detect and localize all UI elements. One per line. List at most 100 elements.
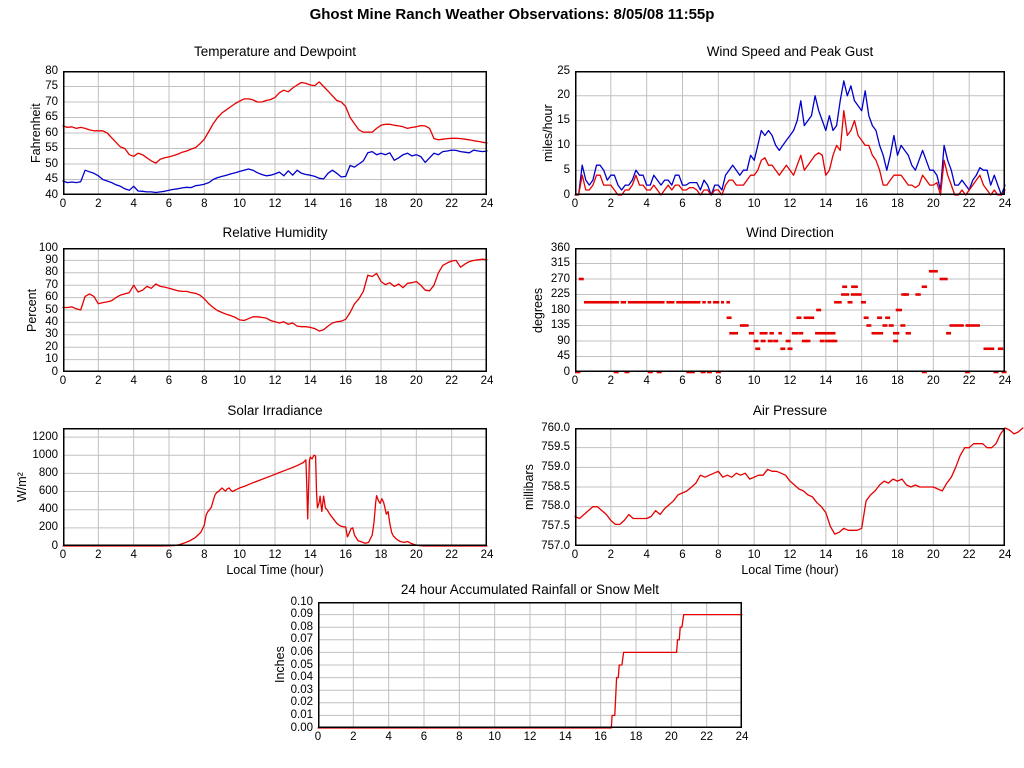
x-tick-label: 12 <box>783 198 797 210</box>
x-tick-label: 20 <box>409 549 423 561</box>
y-tick-label: 760.0 <box>541 421 570 434</box>
y-tick-label: 80 <box>45 64 58 77</box>
y-tick-label: 0.06 <box>290 645 313 658</box>
y-tick-label: 70 <box>45 95 58 108</box>
x-tick-label: 18 <box>374 375 388 387</box>
y-tick-label: 360 <box>550 241 570 254</box>
y-tick-label: 10 <box>45 353 58 366</box>
series-accumulated-rainfall <box>317 613 743 729</box>
y-tick-label: 90 <box>557 334 570 347</box>
x-tick-label: 2 <box>607 549 615 561</box>
x-tick-label: 0 <box>571 375 579 387</box>
y-tick-label: 0.03 <box>290 683 313 696</box>
y-tick-label: 60 <box>45 291 58 304</box>
x-tick-label: 24 <box>998 198 1012 210</box>
x-tick-label: 4 <box>643 198 650 210</box>
chart-title-wind-speed-gust: Wind Speed and Peak Gust <box>706 44 874 59</box>
plot-frame <box>575 248 1005 372</box>
x-tick-label: 4 <box>643 375 650 387</box>
y-tick-label: 757.5 <box>541 519 570 532</box>
y-tick-label: 20 <box>45 340 58 353</box>
x-tick-label: 16 <box>855 198 869 210</box>
grid-lines <box>63 248 487 372</box>
x-tick-label: 12 <box>268 375 282 387</box>
y-tick-label: 65 <box>45 111 58 123</box>
x-tick-label: 4 <box>385 731 392 743</box>
temperature-dewpoint-plot <box>62 71 488 195</box>
y-tick-label: 90 <box>45 253 58 266</box>
plot-frame <box>575 428 1005 546</box>
y-tick-label: 0.09 <box>290 608 313 621</box>
series-temperature <box>62 81 488 164</box>
x-tick-label: 2 <box>95 198 102 210</box>
x-tick-label: 22 <box>445 549 459 561</box>
x-tick-label: 8 <box>456 731 463 743</box>
x-tick-label: 2 <box>350 731 357 743</box>
y-tick-label: 15 <box>557 114 570 127</box>
y-tick-label: 5 <box>563 163 570 176</box>
x-tick-label: 22 <box>700 731 714 743</box>
grid-lines <box>63 428 487 546</box>
x-tick-label: 14 <box>303 198 317 210</box>
page-title: Ghost Mine Ranch Weather Observations: 8… <box>309 6 715 23</box>
y-tick-label: 0 <box>51 365 58 378</box>
x-tick-label: 18 <box>629 731 643 743</box>
x-tick-label: 2 <box>95 549 102 561</box>
y-tick-label: 1000 <box>32 448 58 461</box>
y-tick-label: 0.08 <box>290 620 313 633</box>
x-tick-label: 14 <box>303 549 317 561</box>
y-tick-label: 0 <box>51 539 58 552</box>
x-tick-label: 24 <box>480 375 494 387</box>
x-tick-label: 6 <box>165 198 173 210</box>
x-tick-label: 10 <box>233 375 247 387</box>
y-tick-label: 50 <box>45 157 58 170</box>
x-tick-label: 4 <box>130 549 137 561</box>
x-tick-label: 24 <box>998 549 1012 561</box>
y-tick-label: 759.5 <box>541 441 570 454</box>
x-tick-label: 0 <box>59 198 67 210</box>
x-tick-label: 16 <box>855 375 869 387</box>
x-tick-label: 14 <box>558 731 572 743</box>
x-tick-label: 8 <box>715 549 722 561</box>
x-tick-label: 0 <box>571 549 579 561</box>
x-tick-label: 14 <box>303 375 317 387</box>
y-tick-label: 40 <box>45 315 58 328</box>
x-tick-label: 16 <box>339 549 353 561</box>
wind-speed-gust-plot <box>574 71 1006 196</box>
y-tick-label: 1200 <box>32 430 58 443</box>
y-tick-label: 25 <box>557 64 570 77</box>
x-tick-label: 0 <box>59 375 67 387</box>
wind-direction-plot <box>575 248 1007 374</box>
grid-lines <box>318 602 742 728</box>
y-tick-label: 20 <box>557 89 570 102</box>
y-tick-label: 800 <box>38 466 58 479</box>
x-tick-label: 10 <box>747 549 761 561</box>
grid-lines <box>63 71 487 195</box>
x-tick-label: 16 <box>339 198 353 210</box>
series-solar-irradiance <box>62 454 488 547</box>
y-tick-label: 225 <box>550 288 570 300</box>
plot-frame <box>63 428 487 546</box>
x-tick-label: 0 <box>571 198 579 210</box>
x-tick-label: 24 <box>480 549 494 561</box>
x-tick-label: 22 <box>962 549 976 561</box>
y-tick-label: 30 <box>45 328 58 341</box>
chart-title-relative-humidity: Relative Humidity <box>222 225 328 240</box>
x-tick-label: 0 <box>59 549 67 561</box>
x-tick-label: 20 <box>409 198 423 210</box>
chart-title-air-pressure: Air Pressure <box>752 403 828 418</box>
x-tick-label: 22 <box>445 198 459 210</box>
x-tick-label: 6 <box>679 549 686 561</box>
x-tick-label: 4 <box>643 549 650 561</box>
y-tick-label: 757.0 <box>541 539 570 552</box>
y-tick-label: 0.04 <box>290 671 313 684</box>
y-tick-label: 0 <box>563 188 570 201</box>
x-tick-label: 6 <box>679 198 686 210</box>
x-tick-label: 12 <box>783 375 797 387</box>
plot-frame <box>63 71 487 195</box>
relative-humidity-plot <box>62 248 488 372</box>
y-tick-label: 80 <box>45 266 58 279</box>
x-tick-label: 10 <box>233 549 247 561</box>
grid-lines <box>575 248 1005 372</box>
